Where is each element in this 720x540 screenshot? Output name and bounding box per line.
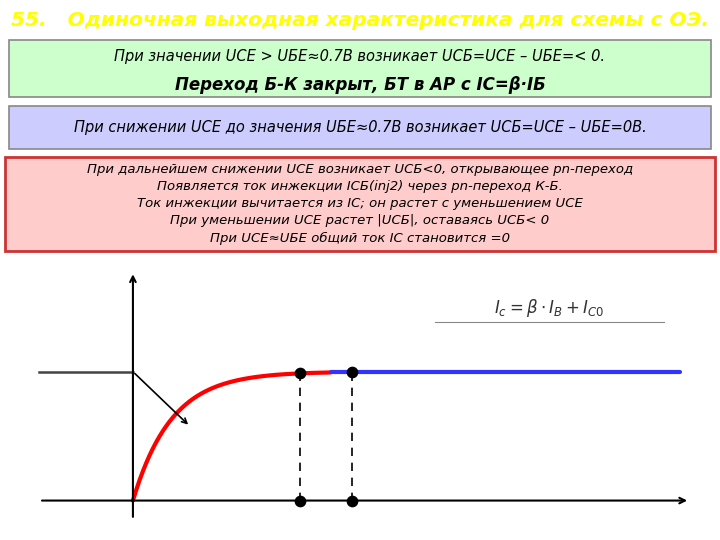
Text: При UСЕ≈UБЕ общий ток IС становится =0: При UСЕ≈UБЕ общий ток IС становится =0: [210, 232, 510, 245]
Text: Переход Б-К закрыт, БТ в АР с IС=β·IБ: Переход Б-К закрыт, БТ в АР с IС=β·IБ: [175, 76, 545, 94]
Point: [294, 369, 305, 377]
Text: Ток инжекции вычитается из IС; он растет с уменьшением UСЕ: Ток инжекции вычитается из IС; он растет…: [137, 197, 583, 211]
Point: [346, 367, 357, 376]
Text: При снижении UСЕ до значения UБЕ≈0.7В возникает UСБ=UСЕ – UБЕ=0В.: При снижении UСЕ до значения UБЕ≈0.7В во…: [73, 120, 647, 135]
Text: При уменьшении UСЕ растет |UСБ|, оставаясь UСБ< 0: При уменьшении UСЕ растет |UСБ|, оставая…: [171, 214, 549, 227]
FancyBboxPatch shape: [9, 40, 711, 97]
Text: Появляется ток инжекции IСБ(inj2) через pn-переход К-Б.: Появляется ток инжекции IСБ(inj2) через …: [157, 180, 563, 193]
Point: [294, 496, 305, 505]
Text: 55.   Одиночная выходная характеристика для схемы с ОЭ.: 55. Одиночная выходная характеристика дл…: [11, 11, 708, 30]
Text: При значении UСЕ > UБЕ≈0.7В возникает UСБ=UСЕ – UБЕ=< 0.: При значении UСЕ > UБЕ≈0.7В возникает UС…: [114, 49, 606, 64]
Text: $\mathit{I_c = \beta \cdot I_B + I_{C0}}$: $\mathit{I_c = \beta \cdot I_B + I_{C0}}…: [495, 297, 604, 319]
Point: [346, 496, 357, 505]
Text: При дальнейшем снижении UСЕ возникает UСБ<0, открывающее pn-переход: При дальнейшем снижении UСЕ возникает UС…: [87, 164, 633, 177]
FancyBboxPatch shape: [5, 157, 715, 251]
FancyBboxPatch shape: [9, 106, 711, 149]
